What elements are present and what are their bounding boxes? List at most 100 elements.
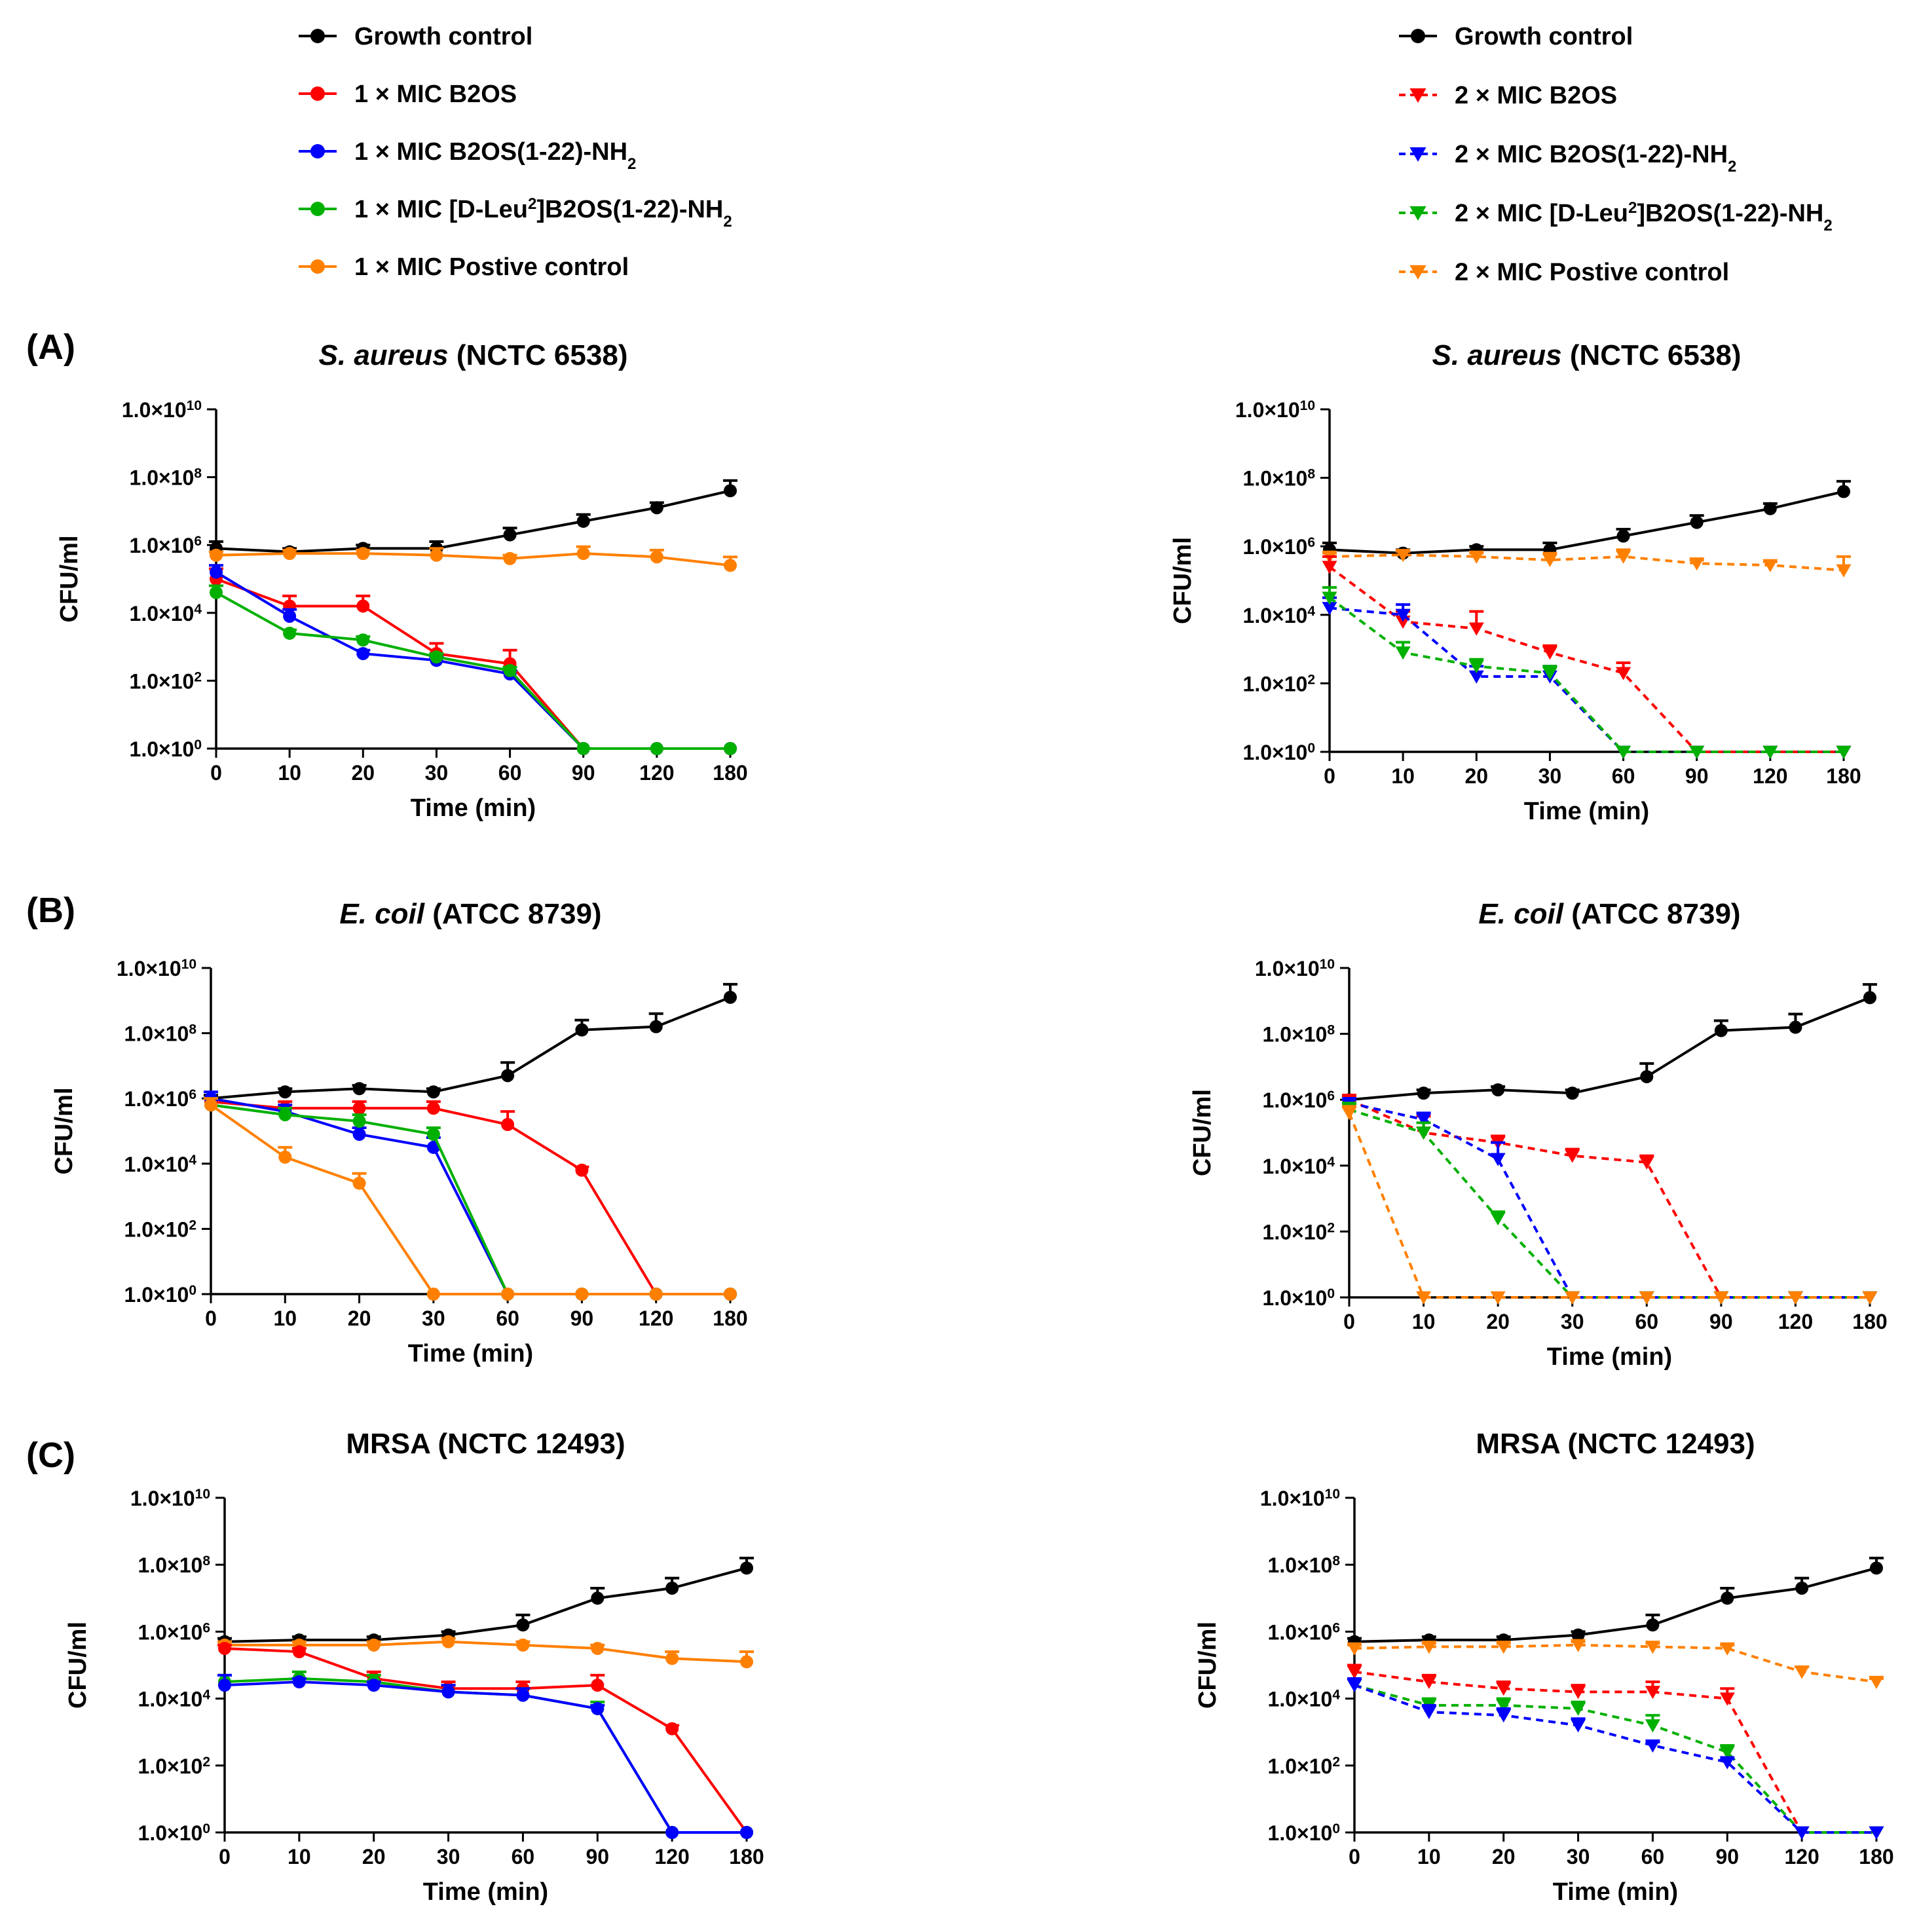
chart-3-ytick-base-0: 1.0×10 (1263, 1286, 1328, 1310)
chart-0-point-1-mic-d-leu2-b2os-1-22-nh2-1 (283, 626, 297, 640)
chart-5-series-2-mic-b2os-1-22-nh2 (1347, 1677, 1884, 1840)
chart-3-ytick-base-4: 1.0×10 (1263, 1023, 1328, 1047)
chart-0-ytick-label-0: 1.0×100 (130, 737, 202, 762)
chart-3-point-2-mic-postive-control-5 (1713, 1291, 1729, 1305)
chart-3-series-2-mic-b2os (1341, 1094, 1878, 1305)
chart-3-ytick-label-2: 1.0×104 (1263, 1154, 1335, 1178)
chart-5-point-2-mic-b2os-1-22-nh2-1 (1421, 1705, 1437, 1719)
legend-left-marker-2 (310, 144, 325, 158)
chart-5-xtick-label-4: 60 (1641, 1845, 1665, 1868)
chart-0-series-1-mic-d-leu2-b2os-1-22-nh2 (209, 584, 737, 755)
chart-5-point-2-mic-d-leu2-b2os-1-22-nh2-2 (1496, 1699, 1512, 1713)
chart-5-point-2-mic-b2os-1-22-nh2-6 (1794, 1826, 1810, 1840)
chart-2-xtick-label-4: 60 (496, 1307, 519, 1330)
chart-3-ytick-label-4: 1.0×108 (1263, 1022, 1335, 1047)
chart-3-point-2-mic-b2os-1-22-nh2-1 (1416, 1113, 1432, 1127)
chart-5-xtick-label-3: 30 (1567, 1845, 1590, 1868)
chart-0-xtick-label-6: 120 (639, 761, 674, 785)
legend-right-label-sup-3: 2 (1628, 199, 1637, 217)
chart-1-point-growth-control-7 (1837, 485, 1850, 498)
chart-2-ytick-base-2: 1.0×10 (124, 1153, 189, 1176)
chart-0-ytick-base-5: 1.0×10 (122, 398, 187, 422)
legend-right-label-rest-3: ]B2OS(1-22)-NH (1637, 200, 1823, 227)
chart-0-point-1-mic-d-leu2-b2os-1-22-nh2-2 (356, 633, 370, 647)
chart-1-point-2-mic-postive-control-4 (1616, 550, 1631, 564)
chart-5-ytick-base-4: 1.0×10 (1268, 1553, 1333, 1577)
chart-1-point-2-mic-b2os-1-22-nh2-0 (1322, 602, 1337, 616)
chart-4-point-1-mic-postive-control-5 (591, 1641, 605, 1655)
chart-1-point-2-mic-postive-control-2 (1468, 550, 1484, 564)
chart-0-xtick-label-0: 0 (210, 761, 222, 785)
chart-2-point-1-mic-b2os-5 (575, 1163, 589, 1177)
legend-right-label-sub-2: 2 (1728, 158, 1736, 176)
chart-5-ytick-sup-3: 6 (1332, 1620, 1340, 1635)
chart-0-point-1-mic-d-leu2-b2os-1-22-nh2-6 (650, 742, 663, 755)
chart-2-xtick-label-7: 180 (713, 1307, 747, 1330)
chart-0-ytick-base-3: 1.0×10 (130, 534, 195, 557)
chart-5-point-2-mic-postive-control-4 (1645, 1641, 1660, 1654)
chart-5-line-2-mic-postive-control (1354, 1643, 1877, 1684)
chart-2-ylabel: CFU/ml (50, 1088, 78, 1175)
chart-4-xtick-label-7: 180 (729, 1845, 764, 1868)
chart-4-ylabel: CFU/ml (64, 1622, 92, 1709)
chart-1-point-2-mic-d-leu2-b2os-1-22-nh2-0 (1322, 591, 1337, 605)
chart-0-xlabel: Time (min) (411, 794, 536, 822)
chart-3-title-rest: (ATCC 8739) (1563, 898, 1741, 930)
chart-1-point-2-mic-b2os-2 (1468, 622, 1484, 636)
chart-b-2x-mic: E. coil (ATCC 8739)1.0×1001.0×1021.0×104… (1189, 898, 1888, 1371)
chart-2-point-1-mic-postive-control-6 (649, 1288, 663, 1301)
chart-4-line-growth-control (224, 1567, 747, 1643)
chart-4-ytick-label-4: 1.0×108 (138, 1553, 211, 1578)
chart-5-point-2-mic-d-leu2-b2os-1-22-nh2-3 (1571, 1702, 1586, 1716)
chart-0-line-1-mic-d-leu2-b2os-1-22-nh2 (215, 591, 730, 750)
chart-0-point-growth-control-7 (724, 484, 737, 498)
chart-1-point-2-mic-d-leu2-b2os-1-22-nh2-1 (1395, 646, 1411, 660)
chart-2-xtick-label-0: 0 (205, 1307, 217, 1330)
chart-3-point-growth-control-1 (1417, 1087, 1430, 1100)
chart-3-point-2-mic-d-leu2-b2os-1-22-nh2-1 (1416, 1126, 1432, 1140)
legend-right-label-2: 2 × MIC B2OS(1-22)-NH2 (1455, 141, 1736, 176)
chart-0-xtick-label-1: 10 (278, 761, 301, 785)
chart-5-ytick-label-0: 1.0×100 (1268, 1821, 1340, 1846)
chart-3-ytick-sup-3: 6 (1327, 1088, 1335, 1104)
chart-0-point-1-mic-postive-control-5 (576, 547, 590, 561)
legend-right-label-4: 2 × MIC Postive control (1455, 259, 1729, 286)
chart-5-ylabel: CFU/ml (1194, 1622, 1221, 1709)
chart-5-series-growth-control (1347, 1556, 1884, 1648)
chart-2-point-1-mic-postive-control-7 (724, 1288, 737, 1301)
chart-3-xtick-label-2: 20 (1486, 1310, 1510, 1333)
chart-2-xtick-label-3: 30 (422, 1307, 445, 1330)
chart-2-point-growth-control-5 (575, 1023, 589, 1037)
chart-0-xtick-label-7: 180 (713, 761, 747, 785)
chart-2-point-1-mic-d-leu2-b2os-1-22-nh2-2 (352, 1115, 366, 1128)
chart-1-xtick-label-4: 60 (1612, 764, 1635, 788)
chart-1-ylabel: CFU/ml (1169, 537, 1197, 624)
chart-2-line-1-mic-postive-control (210, 1104, 730, 1295)
chart-3-point-growth-control-7 (1863, 991, 1876, 1005)
chart-5-point-2-mic-b2os-4 (1645, 1686, 1660, 1700)
chart-5-point-growth-control-3 (1571, 1628, 1585, 1642)
chart-2-point-growth-control-6 (649, 1020, 663, 1033)
chart-3-ytick-label-1: 1.0×102 (1263, 1220, 1335, 1244)
chart-4-xlabel: Time (min) (423, 1878, 548, 1906)
chart-1-line-2-mic-postive-control (1329, 553, 1844, 572)
chart-4-point-1-mic-postive-control-4 (516, 1638, 530, 1652)
chart-0-point-1-mic-d-leu2-b2os-1-22-nh2-7 (724, 742, 737, 755)
chart-2-point-1-mic-b2os-2 (352, 1102, 366, 1115)
chart-1-series-2-mic-postive-control (1322, 548, 1852, 578)
chart-0-title-rest: (NCTC 6538) (449, 339, 628, 371)
chart-2-series-1-mic-b2os-1-22-nh2 (204, 1090, 737, 1301)
chart-5-point-2-mic-postive-control-1 (1421, 1641, 1437, 1654)
chart-4-point-1-mic-b2os-1-22-nh2-7 (740, 1826, 753, 1839)
chart-1-point-2-mic-postive-control-6 (1762, 559, 1778, 572)
chart-2-ytick-sup-3: 6 (189, 1087, 196, 1102)
chart-2-ytick-sup-1: 2 (189, 1217, 196, 1233)
chart-5-ytick-sup-4: 8 (1332, 1553, 1340, 1569)
chart-0-point-1-mic-d-leu2-b2os-1-22-nh2-5 (576, 742, 590, 755)
legend-right-marker-4 (1409, 265, 1426, 280)
legend-left-marker-3 (310, 202, 325, 216)
chart-0-ytick-label-2: 1.0×104 (130, 601, 202, 625)
chart-3-point-2-mic-b2os-4 (1639, 1156, 1654, 1170)
chart-2-point-1-mic-b2os-4 (501, 1118, 515, 1132)
chart-0-point-1-mic-b2os-1-22-nh2-2 (356, 646, 370, 660)
